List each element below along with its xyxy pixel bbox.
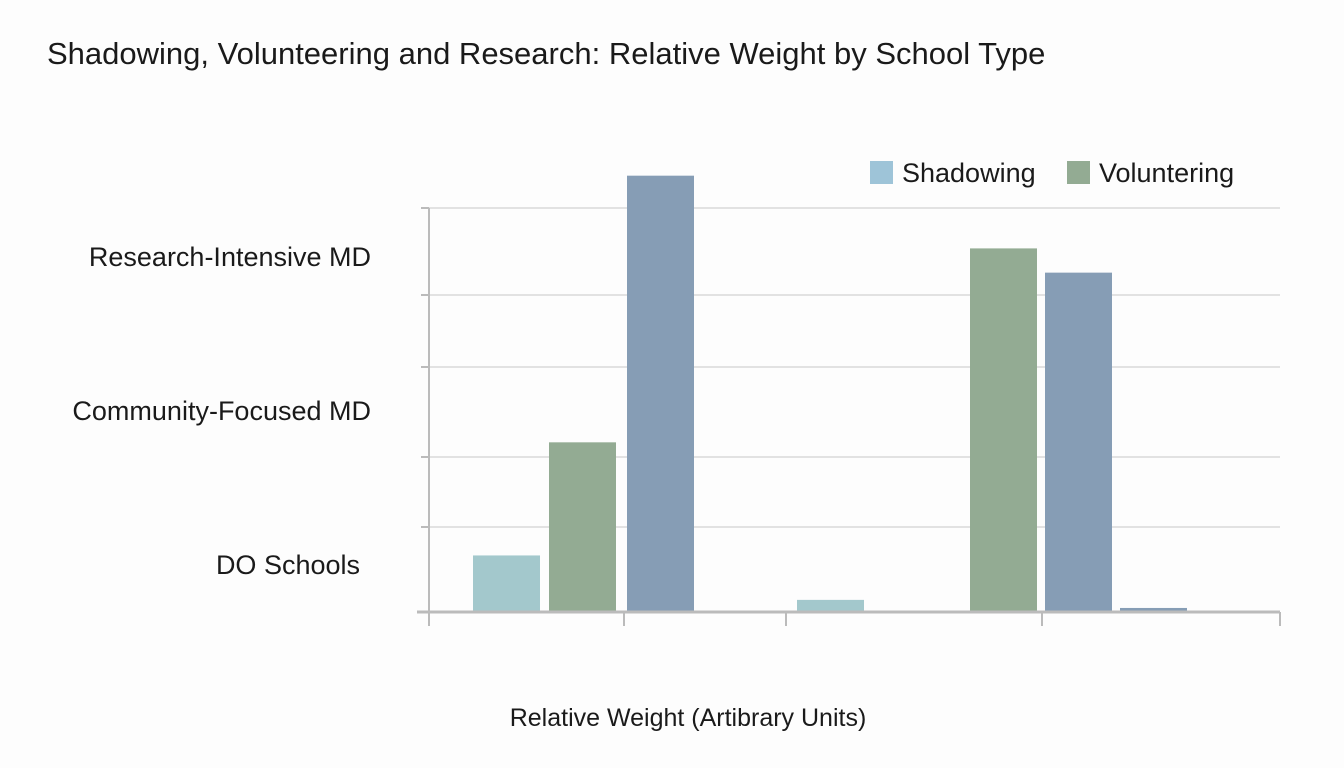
y-tick-label: Community-Focused MD: [72, 396, 371, 426]
bar-shadowing: [473, 555, 540, 612]
x-axis-label: Relative Weight (Artibrary Units): [510, 704, 867, 732]
bar-voluntering: [549, 442, 616, 612]
bar-research: [1045, 272, 1112, 612]
bar-research: [1120, 607, 1187, 612]
chart-title: Shadowing, Volunteering and Research: Re…: [47, 36, 1046, 71]
bar-research: [627, 175, 694, 612]
legend-label: Voluntering: [1099, 158, 1234, 188]
legend-swatch-voluntering: [1067, 161, 1090, 184]
bar-voluntering: [970, 248, 1037, 612]
legend-swatch-shadowing: [870, 161, 893, 184]
y-tick-label: DO Schools: [216, 550, 360, 580]
y-tick-label: Research-Intensive MD: [89, 242, 371, 272]
bar-shadowing: [797, 599, 864, 612]
legend-label: Shadowing: [902, 158, 1036, 188]
